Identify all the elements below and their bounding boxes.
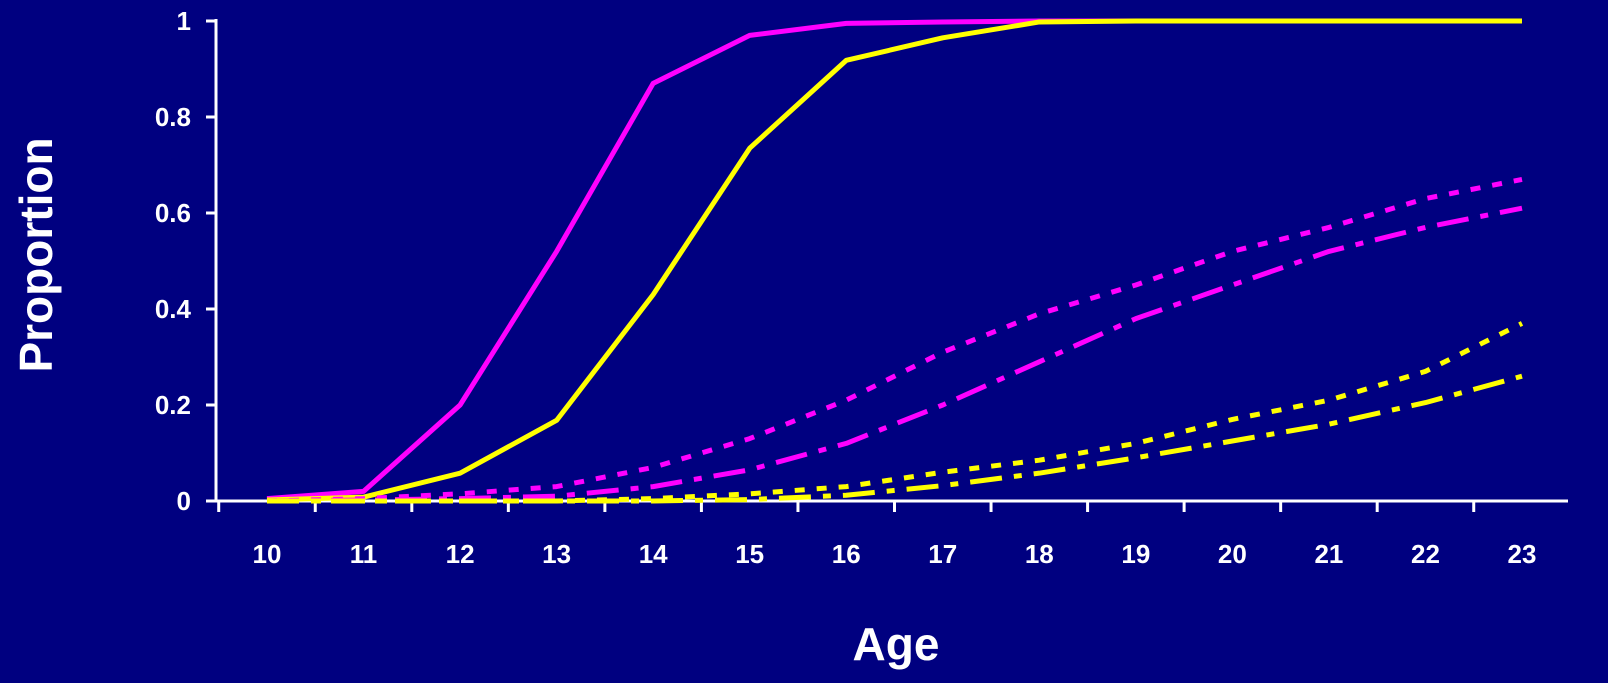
- x-tick-label: 12: [446, 539, 475, 569]
- series-line-6: [267, 373, 1523, 504]
- x-tick-label: 10: [253, 539, 282, 569]
- y-tick-label: 0: [177, 486, 191, 516]
- series-line-2: [266, 18, 1522, 503]
- x-tick-label: 23: [1508, 539, 1537, 569]
- x-tick-label: 19: [1121, 539, 1150, 569]
- y-tick-label: 0.2: [155, 390, 191, 420]
- y-tick-label: 0.6: [155, 198, 191, 228]
- x-tick-label: 17: [928, 539, 957, 569]
- series-line-3: [266, 176, 1523, 504]
- x-tick-label: 14: [639, 539, 668, 569]
- y-tick-label: 1: [177, 6, 191, 36]
- series-lines: [266, 18, 1524, 504]
- x-tick-label: 18: [1025, 539, 1054, 569]
- y-tick-label: 0.4: [155, 294, 192, 324]
- x-tick-label: 22: [1411, 539, 1440, 569]
- x-tick-label: 15: [735, 539, 764, 569]
- tick-labels: 0 0.2 0.4 0.6 0.8 1 10 11 12 13 14 15 16 17 18 19 20 21 22…: [155, 6, 1537, 569]
- x-axis-title: Age: [853, 618, 940, 670]
- x-tick-label: 13: [542, 539, 571, 569]
- x-tick-label: 11: [350, 539, 378, 569]
- series-line-4: [266, 205, 1523, 504]
- y-axis-title: Proportion: [10, 137, 62, 372]
- y-tick-label: 0.8: [155, 102, 191, 132]
- x-tick-label: 21: [1314, 539, 1343, 569]
- x-tick-label: 20: [1218, 539, 1247, 569]
- x-tick-label: 16: [832, 539, 861, 569]
